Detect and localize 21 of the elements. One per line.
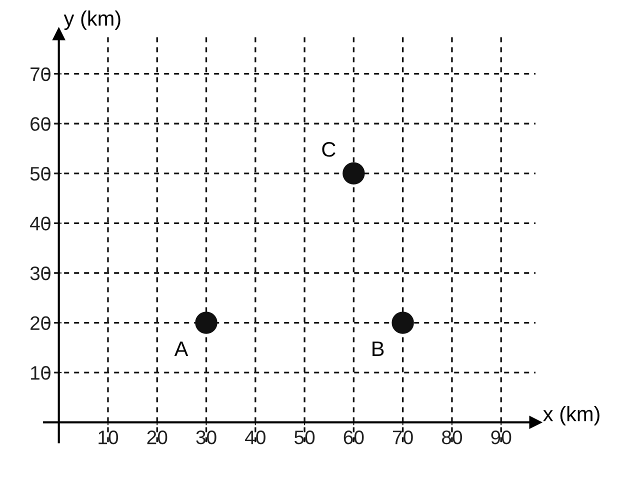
annotation: A [174, 342, 188, 356]
annotation: B [372, 342, 384, 356]
y-axis-title: y (km) [64, 10, 120, 30]
y-tick-label: 70 [30, 67, 50, 82]
x-tick-label: 70 [393, 430, 413, 444]
x-tick-label: 40 [245, 430, 266, 444]
x-tick-label: 60 [344, 430, 364, 444]
y-tick-label: 60 [30, 117, 50, 131]
y-tick-label: 10 [31, 366, 50, 380]
y-tick-label: 30 [30, 266, 50, 280]
x-tick-label: 90 [491, 430, 512, 444]
annotation: C [322, 142, 336, 157]
x-tick-label: 50 [294, 430, 315, 444]
x-tick-label: 80 [442, 430, 462, 444]
x-axis-title: x (km) [543, 406, 600, 426]
y-tick-label: 20 [30, 316, 50, 330]
x-tick-label: 20 [147, 430, 168, 444]
y-tick-label: 40 [30, 216, 50, 230]
x-tick-label: 30 [196, 430, 216, 444]
y-tick-label: 50 [30, 166, 50, 181]
x-tick-label: 10 [98, 430, 118, 444]
